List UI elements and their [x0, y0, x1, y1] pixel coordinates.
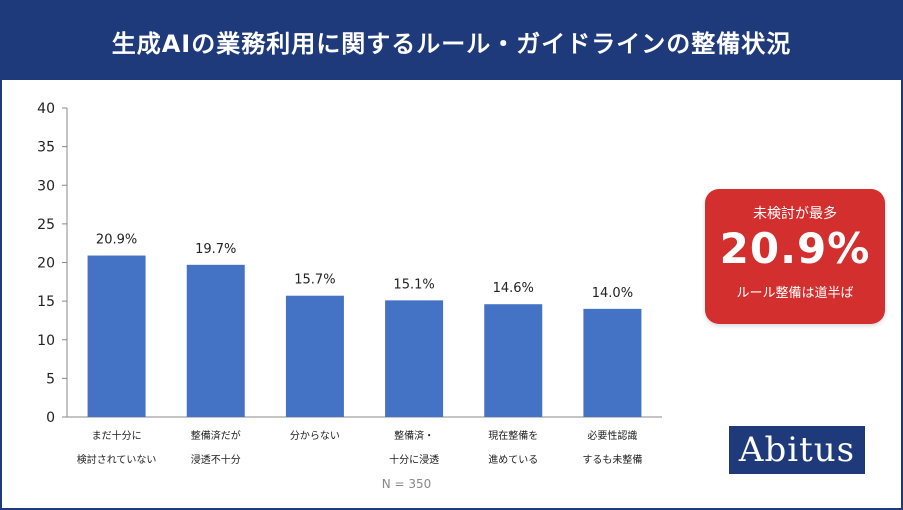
y-tick-label: 30: [37, 178, 55, 194]
page-title: 生成AIの業務利用に関するルール・ガイドラインの整備状況: [111, 29, 792, 58]
header-bar: 生成AIの業務利用に関するルール・ガイドラインの整備状況: [2, 2, 901, 80]
x-tick-label: 分からない: [290, 430, 340, 442]
logo-text: Abitus: [738, 430, 856, 470]
bar-6: [583, 308, 642, 417]
callout-subtitle: 未検討が最多: [753, 206, 837, 222]
y-tick-label: 5: [46, 371, 55, 387]
callout-value: 20.9%: [719, 224, 871, 273]
x-tick-label: 十分に浸透: [389, 453, 439, 466]
sample-size-note: N = 350: [382, 477, 432, 491]
data-label: 20.9%: [96, 233, 137, 248]
bar-4: [385, 300, 444, 417]
abitus-logo: Abitus: [729, 426, 865, 474]
data-label: 19.7%: [195, 242, 236, 257]
x-tick-label: 検討されていない: [77, 453, 157, 466]
x-tick-label: 浸透不十分: [191, 453, 241, 466]
bar-5: [484, 304, 543, 417]
bar-2: [186, 264, 245, 417]
data-label: 14.6%: [493, 281, 534, 296]
x-tick-label: するも未整備: [582, 453, 642, 466]
data-label: 15.7%: [294, 273, 335, 288]
bar-1: [87, 255, 146, 417]
x-tick-label: 整備済・: [394, 429, 434, 442]
data-label: 14.0%: [592, 286, 633, 301]
y-tick-label: 0: [46, 410, 55, 426]
x-tick-label: まだ十分に: [92, 429, 142, 442]
y-tick-label: 25: [37, 217, 55, 233]
x-tick-label: 整備済だが: [191, 429, 241, 442]
y-tick-label: 10: [37, 333, 55, 349]
y-tick-label: 35: [37, 140, 55, 156]
x-tick-label: 現在整備を: [488, 429, 538, 442]
x-tick-label: 必要性認識: [587, 429, 637, 442]
bar-3: [285, 295, 344, 417]
highlight-callout: 未検討が最多 20.9% ルール整備は道半ば: [705, 189, 885, 324]
y-tick-label: 20: [37, 256, 55, 272]
data-label: 15.1%: [393, 277, 434, 292]
y-tick-label: 40: [37, 101, 55, 117]
bar-chart: 0 5 10 15 20 25 30 35 40 20.9% まだ十分に検討されていない 19.7% 整…: [22, 88, 682, 508]
y-tick-label: 15: [37, 294, 55, 310]
x-tick-label: 進めている: [488, 454, 538, 466]
callout-caption: ルール整備は道半ば: [736, 286, 854, 301]
